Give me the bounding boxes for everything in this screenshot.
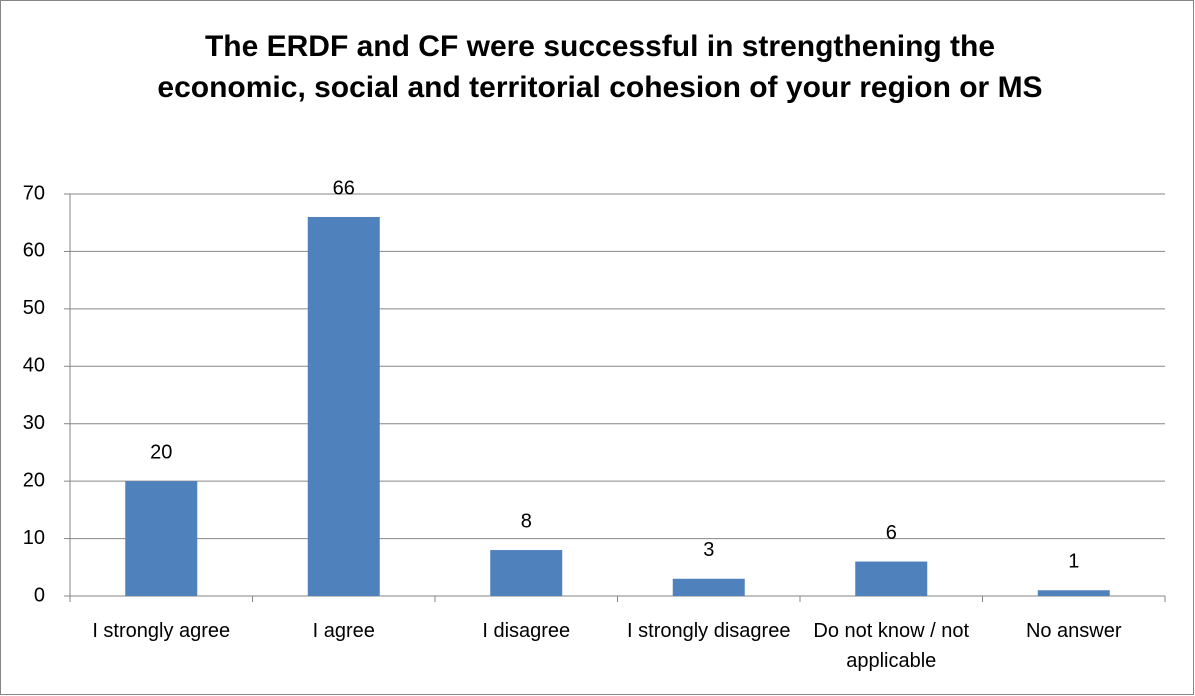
y-tick-label: 60 (23, 240, 45, 262)
bar (307, 216, 380, 596)
bar (490, 550, 563, 596)
y-tick-label: 30 (23, 412, 45, 434)
value-label: 6 (886, 522, 897, 544)
y-tick-label: 0 (34, 584, 45, 606)
x-tick-label: No answer (1026, 620, 1122, 642)
chart-title: The ERDF and CF were successful in stren… (157, 30, 1042, 104)
x-tick-label: I strongly agree (92, 620, 230, 642)
value-label: 66 (333, 177, 355, 199)
x-tick-label: Do not know / not applicable (813, 620, 969, 672)
value-label: 8 (521, 510, 532, 532)
value-label: 3 (703, 539, 714, 561)
y-tick-label: 70 (23, 182, 45, 204)
x-tick-label: I strongly disagree (627, 620, 790, 642)
y-tick-label: 50 (23, 297, 45, 319)
bar (672, 578, 745, 596)
value-label: 20 (150, 441, 172, 463)
y-tick-label: 40 (23, 355, 45, 377)
y-tick-label: 10 (23, 527, 45, 549)
value-label: 1 (1068, 551, 1079, 573)
bar (855, 561, 928, 596)
x-tick-label: I disagree (482, 620, 570, 642)
bar (125, 481, 198, 596)
bar (1037, 590, 1110, 596)
y-tick-label: 20 (23, 469, 45, 491)
x-tick-label: I agree (313, 620, 375, 642)
